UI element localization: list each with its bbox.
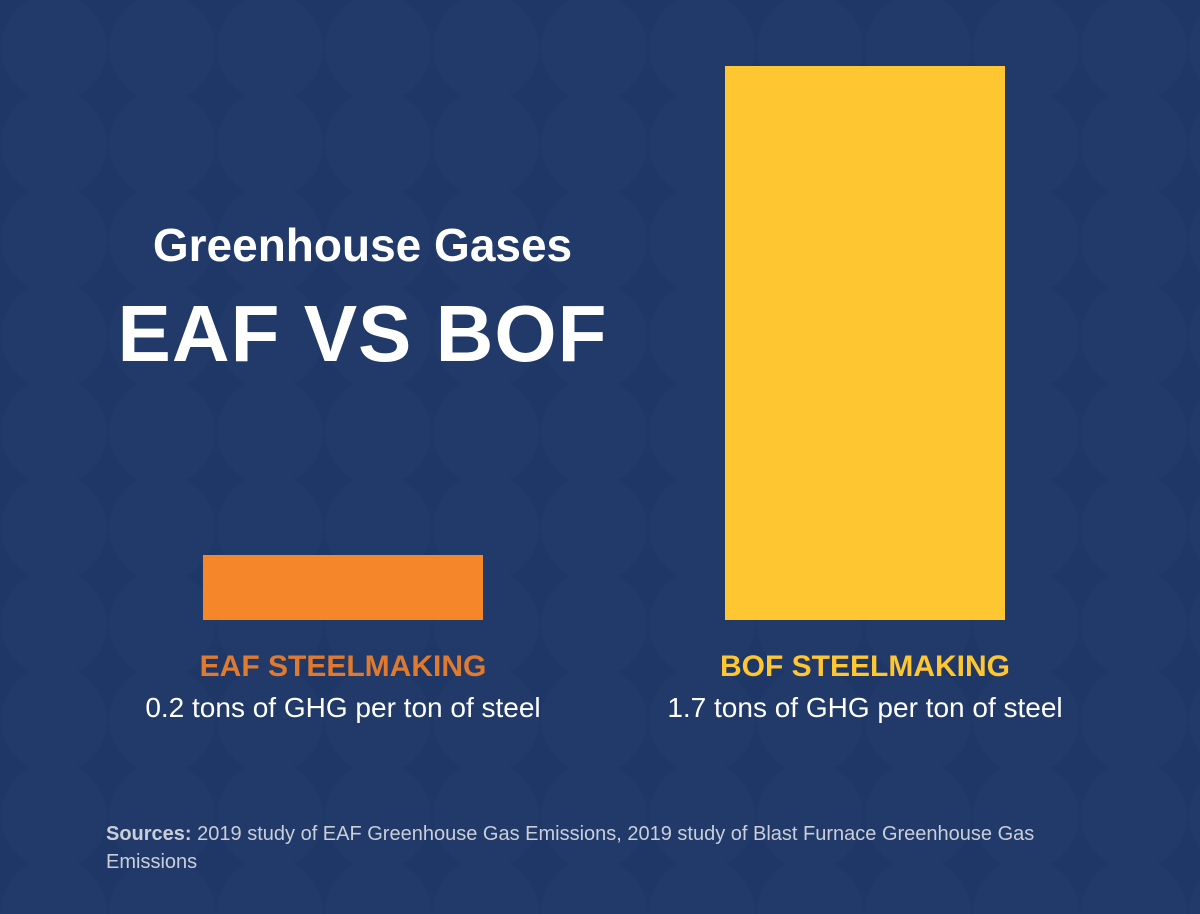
bar-bof bbox=[725, 66, 1005, 620]
chart-title: Greenhouse Gases bbox=[152, 219, 573, 271]
sources-note: Sources: 2019 study of EAF Greenhouse Ga… bbox=[106, 820, 1066, 876]
bar-eaf bbox=[203, 554, 483, 620]
category-label-bof: BOF STEELMAKING bbox=[720, 650, 1010, 683]
value-label-eaf: 0.2 tons of GHG per ton of steel bbox=[145, 692, 541, 723]
value-label-bof: 1.7 tons of GHG per ton of steel bbox=[667, 692, 1063, 723]
sources-label: Sources: bbox=[106, 823, 192, 845]
chart-subtitle: EAF VS BOF bbox=[117, 289, 608, 378]
sources-text: 2019 study of EAF Greenhouse Gas Emissio… bbox=[106, 823, 1035, 873]
category-label-eaf: EAF STEELMAKING bbox=[199, 650, 487, 683]
